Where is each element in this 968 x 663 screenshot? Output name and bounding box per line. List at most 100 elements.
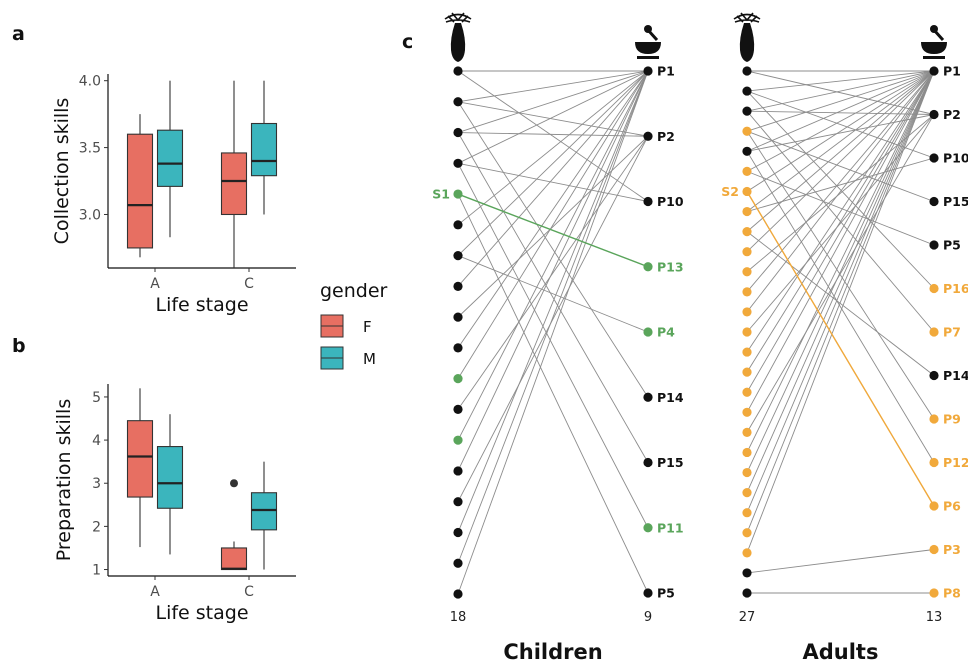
right-node-label: P7	[943, 325, 961, 340]
y-axis-label: Preparation skills	[53, 399, 75, 561]
left-node	[742, 146, 752, 156]
right-node-count: 9	[644, 610, 652, 625]
right-node	[929, 153, 939, 163]
x-tick-label: C	[244, 276, 254, 292]
network-edge	[457, 70, 649, 564]
right-node-label: P1	[943, 64, 961, 79]
right-node	[643, 131, 653, 141]
left-node	[742, 206, 752, 217]
left-node-label: S2	[721, 184, 739, 199]
right-node-label: P8	[943, 586, 961, 601]
left-node	[742, 588, 752, 598]
legend-label-f: F	[363, 318, 372, 336]
left-node	[453, 127, 463, 138]
network-edge	[457, 70, 649, 133]
left-node	[453, 250, 463, 261]
y-tick-label: 4	[92, 433, 101, 449]
y-tick-label: 3.0	[79, 207, 101, 223]
network-edge	[746, 70, 935, 152]
box-f-c	[220, 152, 248, 216]
left-node-label: S1	[432, 187, 450, 202]
y-tick-label: 4.0	[79, 74, 101, 90]
network-edge	[457, 70, 649, 256]
left-node	[453, 404, 463, 415]
network-edge	[746, 70, 935, 453]
right-node-label: P10	[943, 151, 968, 166]
left-node	[742, 86, 752, 96]
network-edge	[457, 163, 649, 528]
network-edge	[746, 70, 935, 172]
network-edge	[746, 70, 935, 413]
left-node	[742, 106, 752, 116]
y-tick-label: 3.5	[79, 141, 101, 157]
network-edge	[746, 170, 935, 246]
network-edge	[457, 70, 649, 595]
right-node	[643, 262, 653, 272]
left-node	[742, 447, 752, 458]
left-node	[453, 497, 463, 507]
left-node	[453, 189, 463, 199]
right-node	[929, 327, 939, 337]
left-node	[453, 374, 463, 384]
left-node	[742, 528, 752, 538]
left-node	[742, 508, 752, 518]
left-node	[742, 407, 752, 417]
box-f-c-outlier	[230, 479, 238, 488]
x-tick-label: C	[244, 584, 254, 600]
network-edge	[746, 70, 935, 132]
right-node	[643, 196, 653, 207]
left-node	[453, 158, 463, 168]
left-node	[742, 126, 752, 136]
right-node-label: P16	[943, 281, 968, 296]
left-node-count: 27	[739, 610, 756, 625]
panel-letter-b: b	[12, 335, 26, 357]
right-node	[929, 66, 939, 76]
left-node	[453, 281, 463, 291]
box-f-c	[220, 547, 248, 571]
right-node-label: P11	[657, 520, 684, 535]
right-node	[929, 240, 939, 250]
adults-network: S2 P1 P2 P10 P15 P5 P16 P7 P14 P9 P12 P6 P3 P8 27 13 Adu…	[721, 64, 968, 663]
box-m-c	[250, 492, 278, 531]
right-node-label: P2	[943, 107, 961, 122]
right-node-label: P3	[943, 542, 961, 557]
right-node	[929, 501, 939, 511]
right-node	[929, 414, 939, 424]
collection-skills-boxplot: 3.0 3.5 4.0 A C Life stage Collection skills	[51, 74, 296, 316]
left-node	[742, 367, 752, 377]
network-edge	[457, 70, 649, 441]
right-node	[643, 523, 653, 533]
right-node-label: P6	[943, 499, 961, 514]
panel-letter-a: a	[12, 23, 25, 45]
y-axis-label: Collection skills	[51, 98, 73, 245]
y-tick-label: 5	[92, 390, 101, 406]
right-node-label: P14	[943, 368, 968, 383]
left-node	[742, 427, 752, 437]
left-node	[742, 227, 752, 237]
y-tick-label: 3	[92, 476, 101, 492]
right-node-label: P15	[657, 455, 684, 470]
network-edge	[457, 255, 649, 333]
left-node	[453, 66, 463, 76]
left-node	[742, 307, 752, 317]
left-node	[453, 220, 463, 230]
network-edge	[457, 101, 649, 398]
network-edge	[746, 70, 935, 293]
left-node	[742, 467, 752, 478]
right-node-label: P12	[943, 455, 968, 470]
right-node	[929, 588, 939, 598]
network-edge	[746, 70, 935, 373]
y-tick-label: 1	[92, 563, 101, 579]
network-edge	[746, 70, 935, 212]
right-node-label: P2	[657, 129, 675, 144]
right-node-label: P9	[943, 412, 961, 427]
box-m-a	[156, 129, 184, 187]
network-edge	[457, 193, 649, 594]
left-node	[453, 466, 463, 476]
network-edge	[746, 130, 935, 202]
left-node	[453, 97, 463, 107]
network-edge	[746, 70, 935, 353]
network-edge	[746, 130, 935, 420]
right-node	[929, 457, 939, 468]
